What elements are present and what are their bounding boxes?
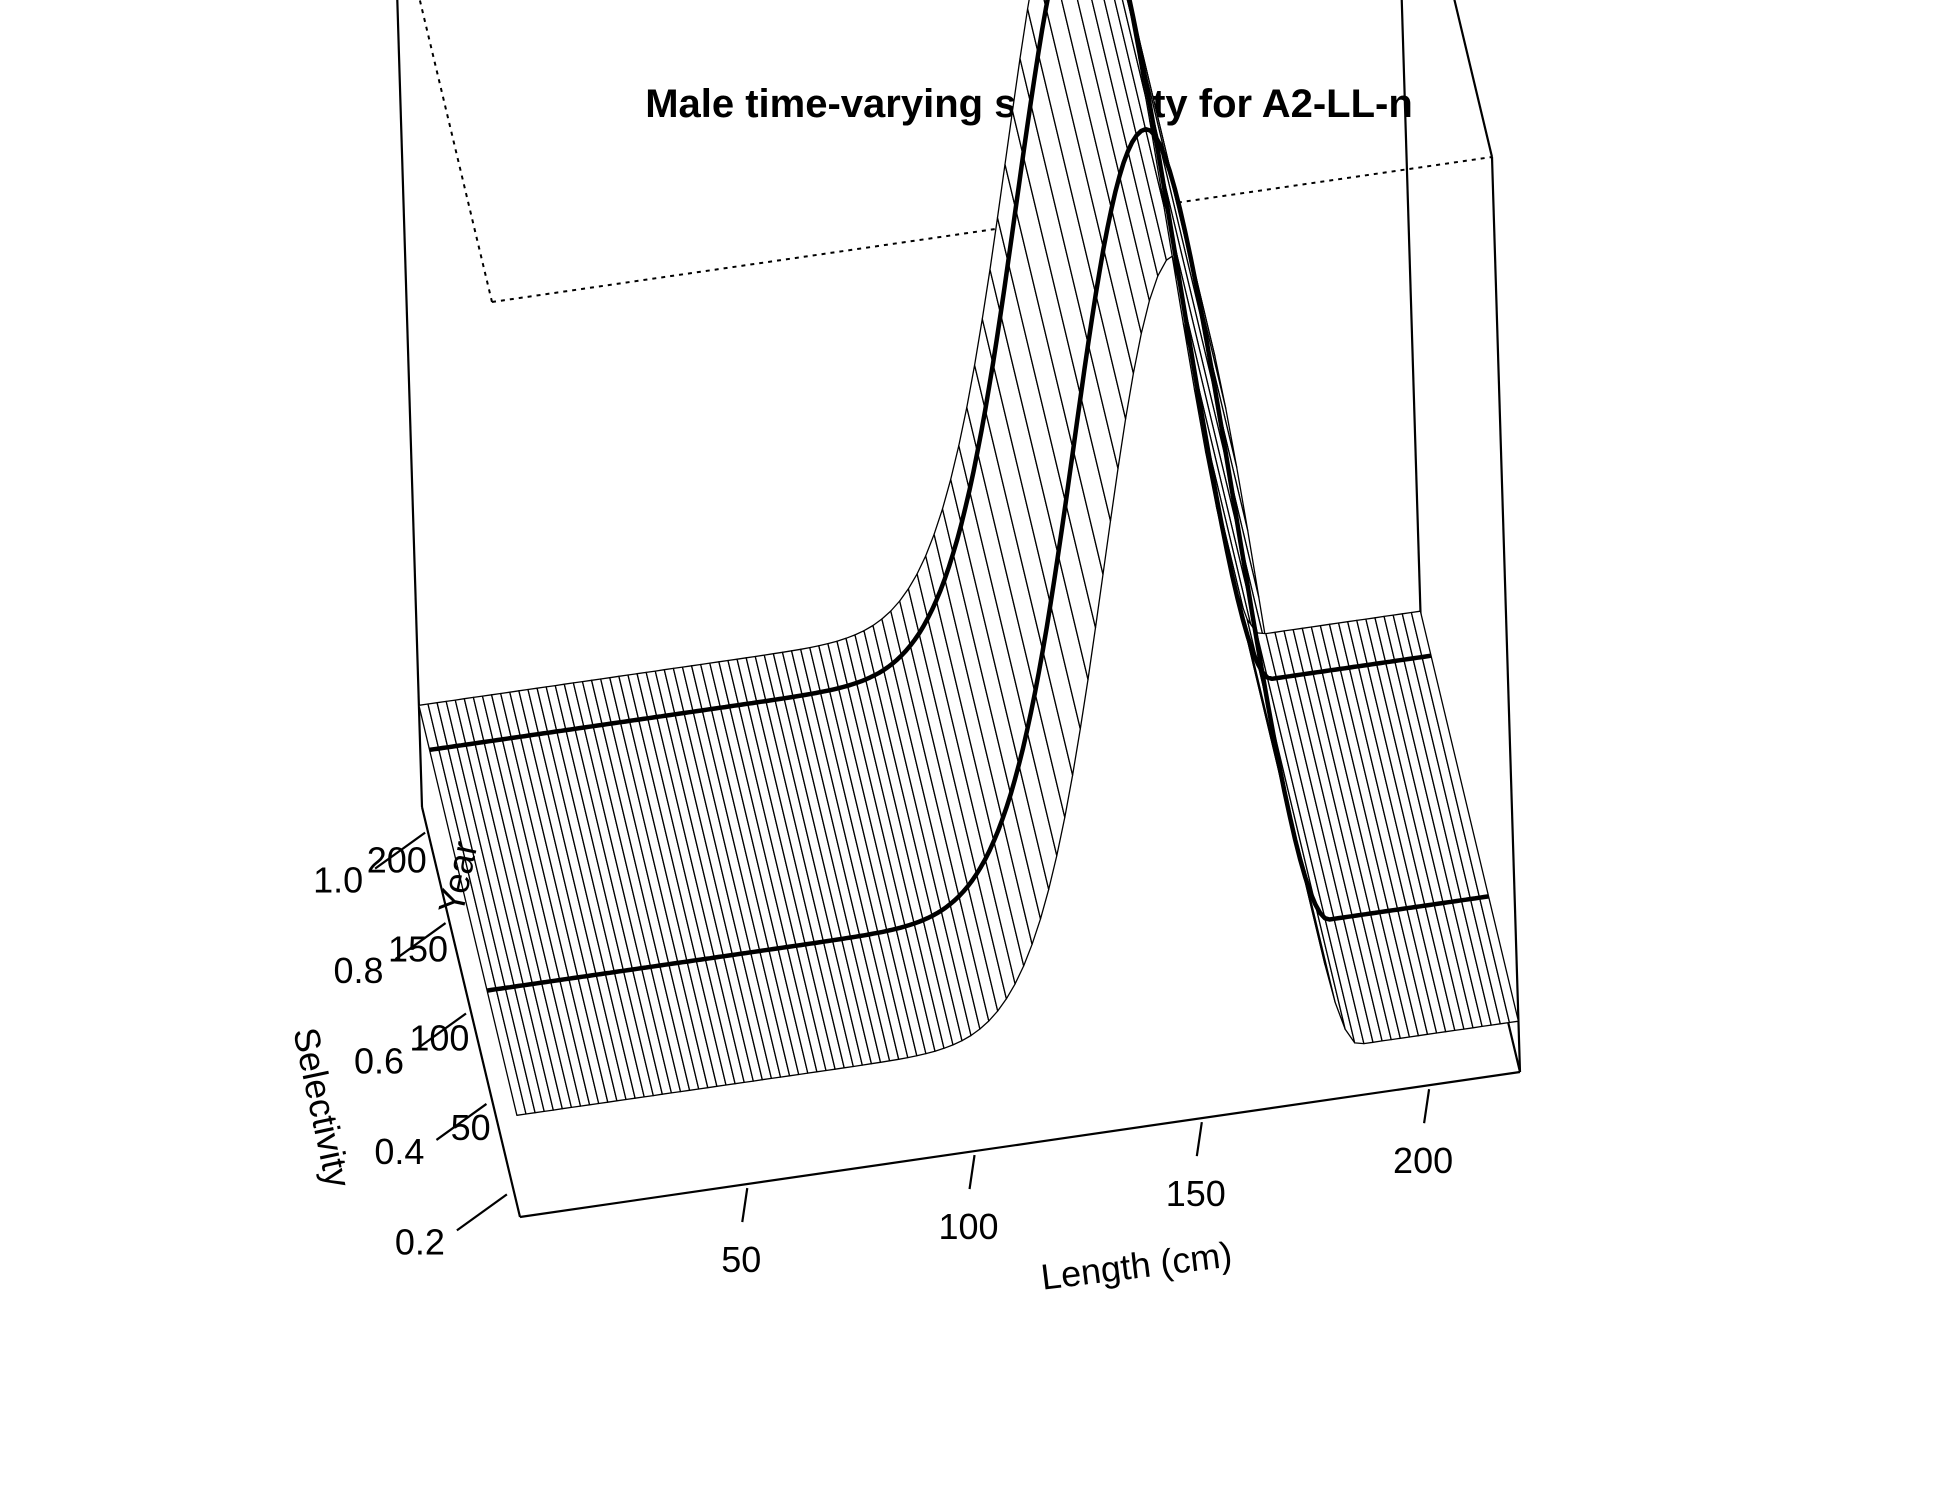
- z-tick-label: 0.8: [334, 950, 384, 991]
- x-tick-label: 200: [1393, 1140, 1453, 1181]
- z-axis-label: Selectivity: [285, 1024, 359, 1191]
- surface-facet: [1410, 610, 1520, 1024]
- x-axis-label: Length (cm): [1039, 1234, 1235, 1298]
- axes: 50 100 150 200 50 100 150 200 0.2 0.4 0.6 0.8 1.0: [313, 831, 1453, 1280]
- x-tick: [1195, 1121, 1203, 1157]
- box-edge: [519, 1070, 1521, 1219]
- y-tick-label: 150: [388, 929, 448, 970]
- z-tick-label: 0.2: [395, 1221, 445, 1262]
- box-edge: [420, 806, 522, 1218]
- box-edge-hidden: [491, 156, 1493, 303]
- surface-facet: [1091, 0, 1168, 277]
- z-tick-label: 1.0: [313, 860, 363, 901]
- x-tick: [1423, 1089, 1431, 1124]
- z-tick-label: 0.4: [374, 1131, 424, 1172]
- box-edge: [1490, 156, 1522, 1073]
- surface-mesh: [418, 0, 1520, 1116]
- box-edge: [1400, 0, 1424, 663]
- z-tick-label: 0.6: [354, 1041, 404, 1082]
- x-tick-label: 100: [939, 1206, 999, 1247]
- x-tick: [741, 1187, 749, 1223]
- z-tick: [394, 922, 447, 960]
- surface-facet: [1043, 0, 1142, 374]
- box-edge: [396, 0, 424, 808]
- surface-facet: [1076, 0, 1159, 302]
- highlight-year-curves: [429, 0, 1489, 993]
- z-tick: [415, 1012, 467, 1051]
- box-edge: [1453, 0, 1494, 158]
- box-edge-hidden: [418, 0, 493, 303]
- y-tick-label: 50: [451, 1107, 491, 1148]
- z-tick: [456, 1193, 508, 1232]
- z-tick: [374, 831, 426, 870]
- surface-facet: [1060, 0, 1151, 335]
- plot-box-front: [420, 806, 1521, 1219]
- y-tick-label: 100: [409, 1018, 469, 1059]
- highlight-year-curve: [429, 0, 1432, 753]
- y-tick-label: 200: [367, 839, 427, 880]
- z-tick: [435, 1103, 488, 1141]
- surface-facet: [1026, 0, 1135, 420]
- highlight-year-curve: [486, 126, 1489, 993]
- x-tick-label: 150: [1166, 1173, 1226, 1214]
- x-tick-label: 50: [721, 1239, 761, 1280]
- x-tick: [968, 1154, 976, 1190]
